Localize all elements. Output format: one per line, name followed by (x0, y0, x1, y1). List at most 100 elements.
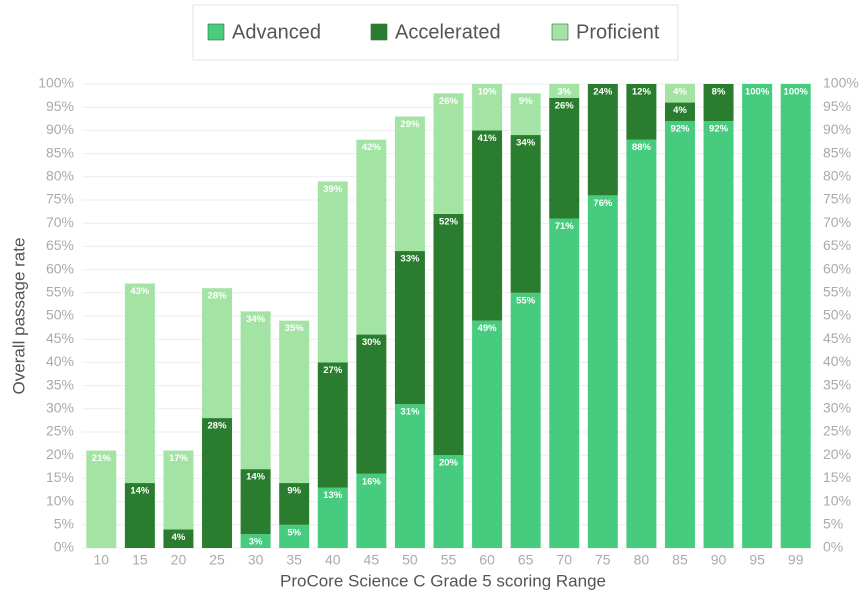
data-label: 26% (439, 96, 459, 107)
y2-tick-label: 55% (823, 284, 851, 300)
x-tick-label: 90 (711, 552, 727, 568)
legend-box (192, 4, 679, 61)
data-label: 49% (478, 323, 498, 334)
bar-segment (163, 529, 194, 548)
x-tick-label: 75 (595, 552, 611, 568)
bar-segment (433, 213, 464, 456)
y2-tick-label: 40% (823, 353, 851, 369)
bar-segment (240, 469, 271, 535)
y-tick-label: 90% (46, 121, 74, 137)
bar-segment (549, 97, 580, 219)
data-label: 26% (555, 100, 575, 111)
data-label: 16% (362, 476, 382, 487)
bar-segment (472, 320, 503, 548)
data-label: 8% (712, 87, 726, 98)
data-label: 76% (593, 198, 613, 209)
data-label: 12% (632, 87, 652, 98)
data-label: 30% (362, 337, 382, 348)
y-tick-label: 35% (46, 376, 74, 392)
x-tick-label: 95 (749, 552, 765, 568)
data-label: 10% (478, 87, 498, 98)
y2-tick-label: 30% (823, 400, 851, 416)
y-tick-label: 95% (46, 98, 74, 114)
bar-segment (703, 84, 734, 122)
legend-label: Proficient (576, 21, 660, 43)
bar-segment (240, 534, 271, 548)
data-label: 33% (400, 254, 420, 265)
y-tick-label: 30% (46, 400, 74, 416)
bar-segment (472, 84, 503, 131)
x-tick-label: 45 (364, 552, 380, 568)
bar-segment (202, 288, 233, 419)
data-label: 29% (400, 119, 420, 130)
data-label: 88% (632, 142, 652, 153)
y2-tick-label: 75% (823, 191, 851, 207)
y-tick-label: 60% (46, 260, 74, 276)
y-tick-label: 20% (46, 446, 74, 462)
y2-tick-label: 25% (823, 423, 851, 439)
y2-tick-label: 35% (823, 376, 851, 392)
y2-tick-label: 10% (823, 492, 851, 508)
y-tick-label: 50% (46, 307, 74, 323)
data-label: 17% (169, 453, 189, 464)
bar-segment (279, 320, 310, 484)
bar-segment (510, 292, 541, 548)
x-tick-label: 85 (672, 552, 688, 568)
y-tick-label: 5% (54, 516, 74, 532)
x-tick-label: 55 (441, 552, 457, 568)
bar-segment (124, 483, 155, 548)
bar-segment (163, 450, 194, 530)
data-label: 5% (287, 527, 301, 538)
data-label: 24% (593, 87, 613, 98)
data-label: 55% (516, 295, 536, 306)
y-tick-label: 55% (46, 284, 74, 300)
data-label: 34% (516, 138, 536, 149)
y2-tick-label: 95% (823, 98, 851, 114)
bar-segment (780, 84, 811, 548)
bar-segment (587, 195, 618, 549)
y2-tick-label: 80% (823, 168, 851, 184)
data-label: 92% (709, 124, 729, 135)
data-label: 3% (557, 87, 571, 98)
data-label: 71% (555, 221, 575, 232)
y2-tick-label: 5% (823, 516, 843, 532)
bar-segment (626, 139, 657, 548)
bar-segment (510, 135, 541, 293)
y-axis-title: Overall passage rate (9, 238, 28, 395)
bar-segment (472, 130, 503, 321)
data-label: 4% (673, 87, 687, 98)
data-label: 100% (784, 87, 809, 98)
bar-segment (510, 93, 541, 136)
bar-segment (356, 473, 387, 548)
data-label: 52% (439, 216, 459, 227)
x-tick-label: 50 (402, 552, 418, 568)
data-label: 41% (478, 133, 498, 144)
bar-segment (279, 524, 310, 548)
data-label: 9% (287, 486, 301, 497)
bar-segment (626, 84, 657, 140)
y-tick-label: 85% (46, 144, 74, 160)
x-axis-title: ProCore Science C Grade 5 scoring Range (280, 571, 606, 590)
legend-swatch (370, 23, 388, 41)
bar-segment (549, 84, 580, 98)
bar-segment (433, 93, 464, 214)
data-label: 4% (673, 105, 687, 116)
bar-segment (356, 139, 387, 335)
bar-segment (703, 121, 734, 549)
x-tick-label: 99 (788, 552, 804, 568)
data-label: 92% (670, 124, 690, 135)
bar-segment (279, 483, 310, 525)
y2-tick-label: 65% (823, 237, 851, 253)
bar-segment (664, 121, 695, 549)
y2-tick-label: 50% (823, 307, 851, 323)
data-label: 43% (130, 286, 150, 297)
y-tick-label: 25% (46, 423, 74, 439)
y2-tick-label: 70% (823, 214, 851, 230)
data-label: 28% (208, 291, 228, 302)
data-label: 35% (285, 323, 305, 334)
x-tick-label: 25 (209, 552, 225, 568)
bar-segment (86, 450, 117, 548)
x-tick-label: 40 (325, 552, 341, 568)
bar-segment (317, 487, 348, 548)
data-label: 20% (439, 458, 459, 469)
